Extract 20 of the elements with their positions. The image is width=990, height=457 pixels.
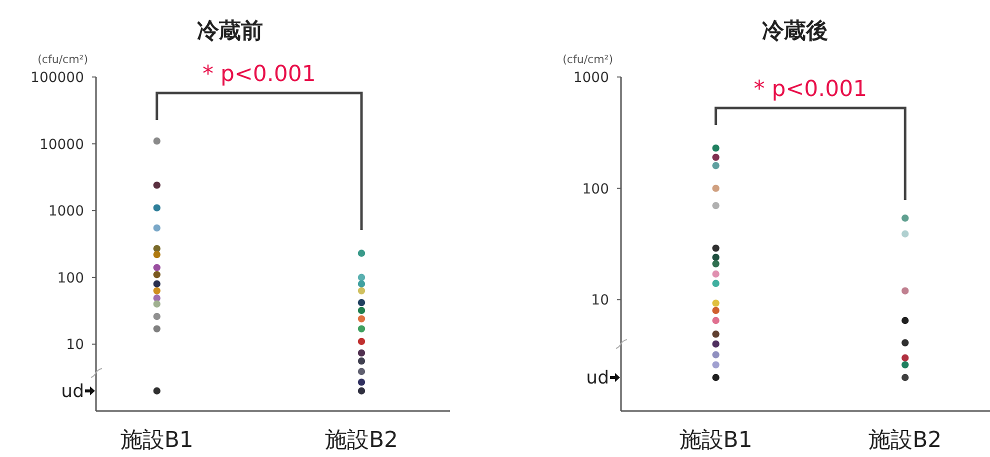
annotation: * p<0.001: [754, 77, 868, 102]
y-tick-label: 10: [66, 337, 84, 354]
x-tick-label: 施設B2: [868, 428, 942, 453]
y-tick-label: 100: [57, 270, 84, 286]
y-tick-label: ud: [586, 367, 609, 388]
chart-title: 冷蔵後: [762, 19, 828, 44]
y-tick-label: ud: [61, 380, 84, 402]
y-tick-label: 1000: [48, 204, 84, 220]
x-tick-label: 施設B2: [324, 428, 398, 453]
annotation: * p<0.001: [202, 62, 316, 87]
x-tick-label: 施設B1: [120, 428, 194, 453]
y-axis-title: (cfu/cm²): [562, 53, 613, 66]
chart-title: 冷蔵前: [197, 19, 263, 44]
y-tick-label: 1000: [573, 70, 609, 86]
y-axis-title: (cfu/cm²): [38, 53, 88, 66]
y-tick-label: 10: [591, 292, 609, 309]
y-tick-label: 10000: [39, 136, 84, 153]
y-tick-label: 100: [582, 181, 609, 198]
y-tick-label: 100000: [30, 70, 84, 86]
x-tick-label: 施設B1: [679, 428, 752, 453]
